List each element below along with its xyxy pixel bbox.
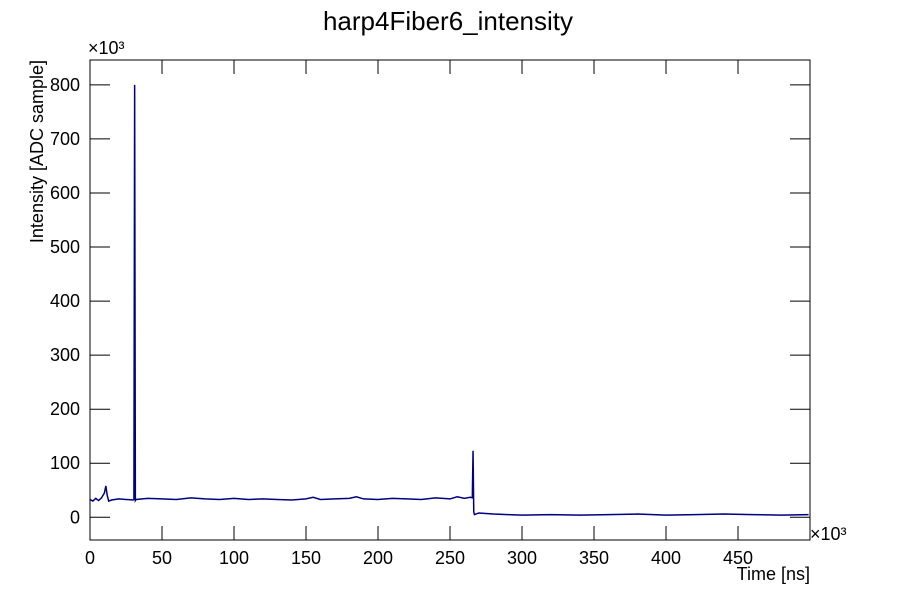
- x-tick-label: 250: [435, 548, 465, 568]
- x-tick-label: 200: [363, 548, 393, 568]
- y-tick-label: 100: [50, 453, 80, 473]
- y-tick-label: 500: [50, 237, 80, 257]
- x-tick-label: 50: [152, 548, 172, 568]
- y-tick-label: 800: [50, 75, 80, 95]
- x-tick-label: 450: [723, 548, 753, 568]
- y-exponent: ×10³: [88, 38, 125, 58]
- x-tick-label: 150: [291, 548, 321, 568]
- y-axis-label: Intensity [ADC sample]: [27, 60, 47, 243]
- x-exponent: ×10³: [810, 524, 847, 544]
- chart-title: harp4Fiber6_intensity: [323, 6, 573, 36]
- y-tick-label: 200: [50, 399, 80, 419]
- y-tick-label: 700: [50, 129, 80, 149]
- x-tick-label: 350: [579, 548, 609, 568]
- x-tick-label: 100: [219, 548, 249, 568]
- x-tick-label: 300: [507, 548, 537, 568]
- y-tick-label: 300: [50, 345, 80, 365]
- y-tick-label: 0: [70, 507, 80, 527]
- x-tick-label: 0: [85, 548, 95, 568]
- y-tick-label: 600: [50, 183, 80, 203]
- y-tick-label: 400: [50, 291, 80, 311]
- x-axis-label: Time [ns]: [737, 564, 810, 584]
- data-line: [89, 84, 809, 516]
- x-tick-label: 400: [651, 548, 681, 568]
